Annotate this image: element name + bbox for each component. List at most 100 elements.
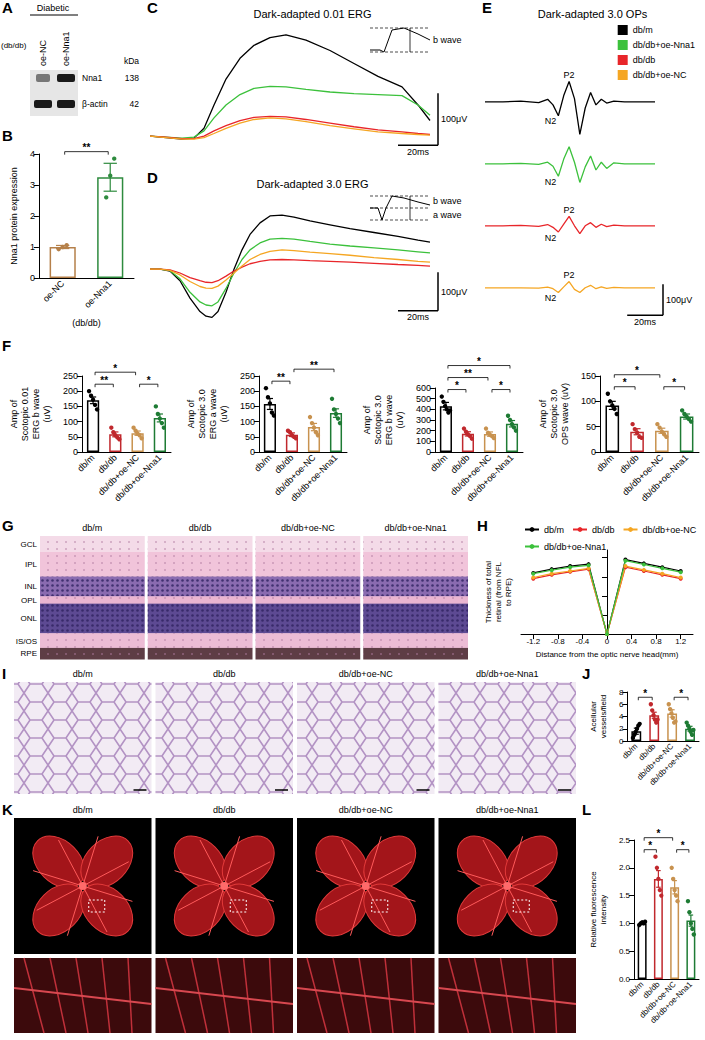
svg-text:*: * xyxy=(477,356,481,367)
svg-text:b wave: b wave xyxy=(433,35,462,45)
svg-text:Amp of: Amp of xyxy=(362,405,372,434)
svg-text:500: 500 xyxy=(416,394,431,404)
svg-text:INL: INL xyxy=(25,582,38,591)
svg-text:0.5: 0.5 xyxy=(619,947,631,956)
svg-text:100μV: 100μV xyxy=(441,114,467,124)
svg-text:IPL: IPL xyxy=(25,560,38,569)
svg-text:0.8: 0.8 xyxy=(651,637,663,646)
svg-text:*: * xyxy=(635,365,639,376)
svg-text:*: * xyxy=(679,688,683,699)
svg-text:db/db: db/db xyxy=(633,55,656,65)
svg-text:*: * xyxy=(656,828,660,839)
svg-text:Distance from the optic nerve: Distance from the optic nerve head(mm) xyxy=(536,650,679,659)
svg-text:Diabetic: Diabetic xyxy=(37,3,70,13)
svg-text:db/m: db/m xyxy=(73,805,93,815)
svg-text:0: 0 xyxy=(426,447,431,457)
svg-text:a wave: a wave xyxy=(433,210,462,220)
svg-text:250: 250 xyxy=(240,371,255,381)
svg-text:Amp of: Amp of xyxy=(186,399,196,428)
svg-text:3: 3 xyxy=(30,180,35,190)
svg-text:42: 42 xyxy=(130,99,140,109)
svg-text:600: 600 xyxy=(416,383,431,393)
svg-text:db/db+oe-Nna1: db/db+oe-Nna1 xyxy=(476,669,538,679)
svg-text:vessels/field: vessels/field xyxy=(599,695,608,739)
svg-text:ERG b wave: ERG b wave xyxy=(31,389,41,440)
svg-text:intensity: intensity xyxy=(599,895,608,924)
svg-text:P2: P2 xyxy=(564,70,575,80)
svg-text:150: 150 xyxy=(581,371,596,381)
svg-text:0: 0 xyxy=(591,447,596,457)
svg-text:db/db: db/db xyxy=(213,805,236,815)
svg-text:β-actin: β-actin xyxy=(82,99,108,109)
svg-text:**: ** xyxy=(277,372,285,383)
svg-text:db/db+oe-Nna1: db/db+oe-Nna1 xyxy=(544,542,606,552)
svg-text:Nna1: Nna1 xyxy=(82,73,103,83)
svg-text:db/m: db/m xyxy=(82,523,102,533)
svg-text:*: * xyxy=(499,380,503,391)
svg-text:db/db+oe-Nna1: db/db+oe-Nna1 xyxy=(649,979,695,1025)
svg-text:db/db+oe-Nna1: db/db+oe-Nna1 xyxy=(464,452,515,503)
svg-text:*: * xyxy=(147,375,151,386)
svg-text:Acellular: Acellular xyxy=(589,701,598,732)
svg-text:0: 0 xyxy=(30,273,35,283)
svg-text:100: 100 xyxy=(581,396,596,406)
svg-text:50: 50 xyxy=(245,432,255,442)
svg-text:**: ** xyxy=(83,142,91,153)
svg-text:N2: N2 xyxy=(545,233,557,243)
svg-text:IS/OS: IS/OS xyxy=(16,637,37,646)
svg-text:db/db+oe-NC: db/db+oe-NC xyxy=(643,525,697,535)
svg-text:Amp of: Amp of xyxy=(538,399,548,428)
svg-text:db/db+oe-Nna1: db/db+oe-Nna1 xyxy=(476,805,538,815)
svg-text:kDa: kDa xyxy=(124,56,139,66)
svg-text:2.0: 2.0 xyxy=(619,863,631,872)
svg-text:20ms: 20ms xyxy=(407,147,430,157)
svg-text:Scotopic 3.0: Scotopic 3.0 xyxy=(549,389,559,439)
svg-text:OPS wave (uV): OPS wave (uV) xyxy=(560,383,570,445)
svg-text:250: 250 xyxy=(63,371,78,381)
svg-text:**: ** xyxy=(310,360,318,371)
svg-text:RPE: RPE xyxy=(21,649,37,658)
svg-text:100μV: 100μV xyxy=(441,287,467,297)
svg-text:*: * xyxy=(643,688,647,699)
svg-text:ERG b wave: ERG b wave xyxy=(384,395,394,446)
svg-text:(db/db): (db/db) xyxy=(1,41,27,50)
svg-text:6: 6 xyxy=(619,700,624,709)
svg-text:100μV: 100μV xyxy=(666,295,692,305)
svg-text:0.0: 0.0 xyxy=(619,975,631,984)
svg-text:N2: N2 xyxy=(545,293,557,303)
svg-text:1: 1 xyxy=(30,242,35,252)
svg-text:ERG a wave: ERG a wave xyxy=(208,389,218,440)
svg-text:db/db+oe-Nna1: db/db+oe-Nna1 xyxy=(112,452,163,503)
svg-text:OPL: OPL xyxy=(21,596,38,605)
svg-text:db/m: db/m xyxy=(544,525,564,535)
svg-text:P2: P2 xyxy=(564,270,575,280)
svg-text:4: 4 xyxy=(30,149,35,159)
svg-text:-1.2: -1.2 xyxy=(526,637,540,646)
svg-text:(uV): (uV) xyxy=(219,405,229,422)
svg-text:to RPE): to RPE) xyxy=(504,578,513,606)
svg-text:Dark-adapted 3.0 OPs: Dark-adapted 3.0 OPs xyxy=(538,8,648,20)
svg-text:**: ** xyxy=(100,375,108,386)
svg-text:N2: N2 xyxy=(545,116,557,126)
svg-text:20ms: 20ms xyxy=(407,312,430,322)
svg-text:db/db+oe-Nna1: db/db+oe-Nna1 xyxy=(288,452,339,503)
svg-text:0.4: 0.4 xyxy=(626,637,638,646)
svg-text:**: ** xyxy=(464,368,472,379)
svg-text:0: 0 xyxy=(605,637,610,646)
svg-text:1.5: 1.5 xyxy=(619,891,631,900)
svg-text:oe-NC: oe-NC xyxy=(41,278,67,304)
svg-text:100: 100 xyxy=(416,436,431,446)
svg-text:2: 2 xyxy=(30,211,35,221)
svg-text:db/m: db/m xyxy=(75,452,96,473)
svg-text:150: 150 xyxy=(240,401,255,411)
svg-text:db/db+oe-NC: db/db+oe-NC xyxy=(633,70,687,80)
svg-text:N2: N2 xyxy=(545,177,557,187)
svg-text:Scotopic 3.0: Scotopic 3.0 xyxy=(197,389,207,439)
svg-text:Nna1 protein expression: Nna1 protein expression xyxy=(9,167,19,265)
svg-text:db/m: db/m xyxy=(621,742,640,761)
svg-text:GCL: GCL xyxy=(21,540,38,549)
svg-text:db/db+oe-Nna1: db/db+oe-Nna1 xyxy=(648,741,694,787)
svg-text:*: * xyxy=(681,840,685,851)
svg-text:200: 200 xyxy=(416,426,431,436)
svg-text:138: 138 xyxy=(125,73,139,83)
